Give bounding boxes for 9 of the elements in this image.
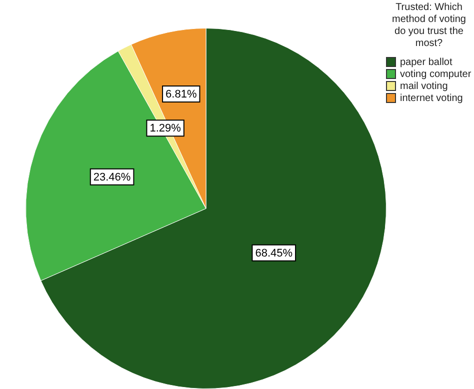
legend-title: Trusted: Which method of voting do you trust the most? xyxy=(391,2,467,50)
legend-label: paper ballot xyxy=(400,56,452,68)
legend-label: voting computer xyxy=(400,68,472,80)
legend-label: internet voting xyxy=(400,92,463,104)
data-label: 1.29% xyxy=(150,122,182,135)
data-label: 6.81% xyxy=(166,88,197,101)
data-label: 68.45% xyxy=(255,247,293,260)
legend-label: mail voting xyxy=(400,80,448,92)
data-label: 23.46% xyxy=(93,171,131,184)
